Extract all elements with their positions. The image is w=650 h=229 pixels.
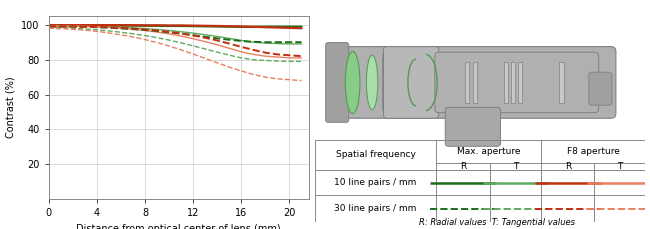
- Text: Max. aperture: Max. aperture: [457, 147, 521, 156]
- Bar: [511, 62, 515, 103]
- Bar: [559, 62, 564, 103]
- Bar: [465, 62, 469, 103]
- FancyBboxPatch shape: [326, 43, 349, 122]
- Text: 30 line pairs / mm: 30 line pairs / mm: [334, 204, 417, 213]
- Text: R: R: [565, 162, 571, 171]
- FancyBboxPatch shape: [382, 55, 389, 110]
- Bar: [518, 62, 522, 103]
- Ellipse shape: [367, 55, 378, 110]
- FancyBboxPatch shape: [384, 47, 439, 118]
- FancyBboxPatch shape: [445, 107, 501, 146]
- Text: R: Radial values  T: Tangential values: R: Radial values T: Tangential values: [419, 218, 575, 227]
- Text: Spatial frequency: Spatial frequency: [335, 150, 415, 159]
- FancyBboxPatch shape: [589, 72, 612, 105]
- Text: T: T: [617, 162, 623, 171]
- Bar: [473, 62, 476, 103]
- X-axis label: Distance from optical center of lens (mm): Distance from optical center of lens (mm…: [77, 224, 281, 229]
- Text: 10 line pairs / mm: 10 line pairs / mm: [334, 178, 417, 187]
- Text: R: R: [460, 162, 466, 171]
- Text: F8 aperture: F8 aperture: [567, 147, 620, 156]
- Ellipse shape: [345, 51, 360, 114]
- Y-axis label: Contrast (%): Contrast (%): [6, 77, 16, 139]
- FancyBboxPatch shape: [435, 52, 599, 113]
- Bar: [504, 62, 508, 103]
- FancyBboxPatch shape: [330, 47, 616, 118]
- Text: T: T: [513, 162, 519, 171]
